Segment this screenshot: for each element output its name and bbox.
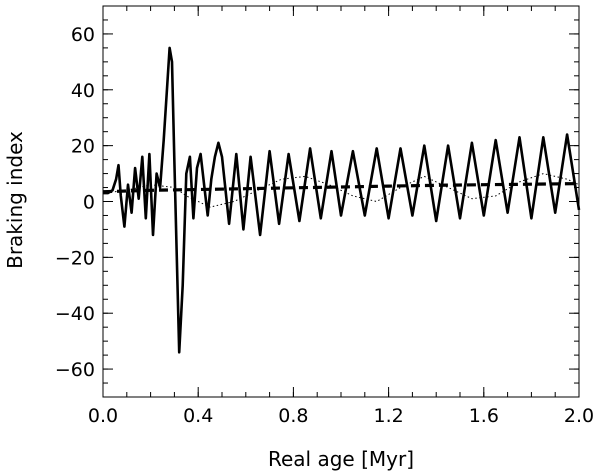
y-tick-label: 20	[71, 136, 95, 158]
y-tick-label: 0	[83, 192, 95, 214]
x-tick-label: 0.4	[183, 405, 213, 427]
y-axis-title: Braking index	[3, 131, 27, 269]
y-tick-label: −60	[55, 359, 95, 381]
series-layer	[102, 46, 581, 354]
series-line-3	[102, 182, 580, 194]
x-axis-title: Real age [Myr]	[268, 447, 414, 471]
series-line-1	[103, 46, 581, 354]
x-tick-label: 0.0	[88, 405, 118, 427]
series-line-2	[102, 173, 580, 208]
y-tick-label: 40	[71, 80, 95, 102]
y-tick-label: 60	[71, 24, 95, 46]
x-tick-label: 2.0	[564, 405, 594, 427]
x-tick-label: 0.8	[278, 405, 308, 427]
y-axis-ticks: −60 −40 −20 0 20 40 60	[55, 5, 579, 398]
x-tick-label: 1.2	[373, 405, 403, 427]
x-axis-ticks: 0.0 0.4 0.8 1.2 1.6 2.0	[88, 6, 594, 427]
y-tick-label: −20	[55, 247, 95, 269]
y-tick-label: −40	[55, 303, 95, 325]
x-tick-label: 1.6	[469, 405, 499, 427]
